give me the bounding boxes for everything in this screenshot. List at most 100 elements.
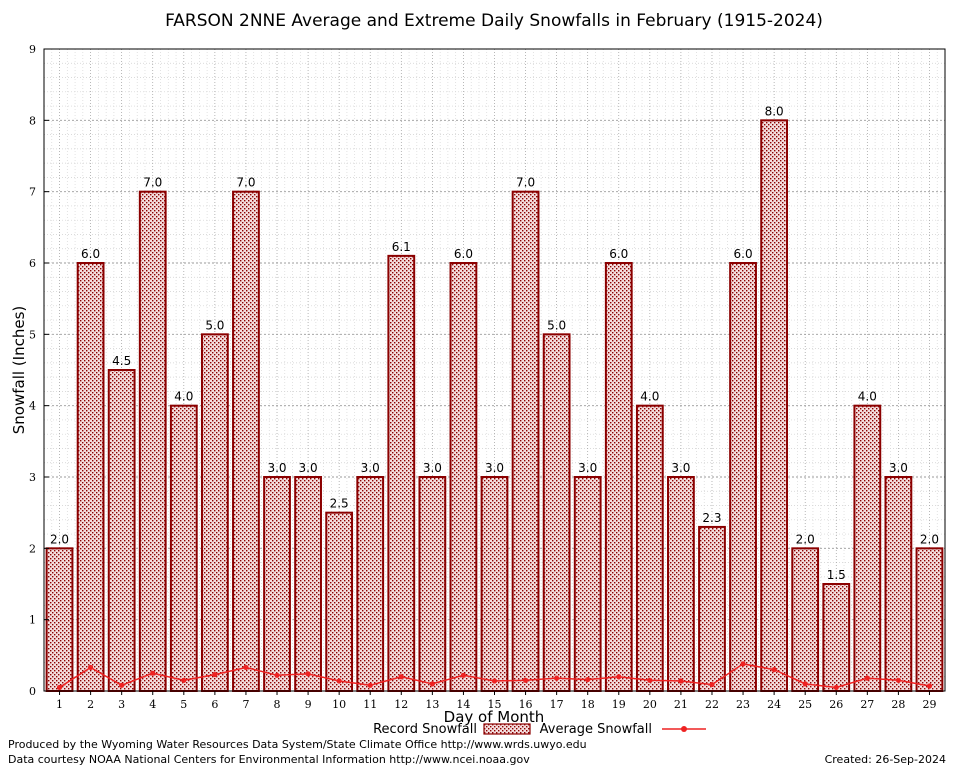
- y-tick-label: 1: [29, 614, 36, 627]
- bar-value-label: 2.5: [330, 497, 349, 511]
- record-bars: [45, 119, 944, 693]
- x-tick-label: 17: [550, 698, 564, 711]
- bar-value-label: 3.0: [423, 461, 442, 475]
- bar-value-label: 6.0: [454, 247, 473, 261]
- average-point: [522, 677, 529, 683]
- bar-value-label: 5.0: [205, 318, 224, 332]
- x-tick-label: 18: [581, 698, 595, 711]
- bar-value-label: 3.0: [889, 461, 908, 475]
- x-tick-label: 16: [519, 698, 533, 711]
- bar-value-label: 7.0: [143, 176, 162, 190]
- average-point: [771, 667, 777, 673]
- record-bar: [169, 404, 198, 692]
- y-tick-label: 7: [29, 186, 36, 199]
- x-tick-label: 28: [891, 698, 905, 711]
- x-tick-label: 29: [922, 698, 936, 711]
- legend-record-swatch: [483, 723, 531, 735]
- average-point: [56, 684, 63, 691]
- record-bar: [480, 476, 509, 692]
- bar-value-label: 2.3: [702, 511, 721, 525]
- bar-value-label: 7.0: [516, 176, 535, 190]
- x-tick-label: 5: [180, 698, 187, 711]
- average-point: [429, 681, 435, 687]
- x-tick-label: 9: [305, 698, 312, 711]
- bar-value-label: 4.5: [112, 354, 131, 368]
- record-bar: [791, 547, 820, 692]
- average-point: [585, 676, 591, 683]
- record-bar: [294, 476, 322, 692]
- average-point: [616, 674, 622, 680]
- record-bar: [915, 547, 944, 692]
- bar-value-label: 5.0: [547, 318, 566, 332]
- bar-value-label: 3.0: [361, 461, 380, 475]
- average-point: [802, 681, 808, 687]
- y-tick-label: 6: [29, 257, 36, 270]
- average-point: [212, 671, 218, 678]
- bar-value-label: 3.0: [671, 461, 690, 475]
- bar-value-label: 3.0: [578, 461, 597, 475]
- record-bar: [45, 547, 74, 692]
- bar-value-label: 4.0: [174, 390, 193, 404]
- average-point: [709, 681, 715, 688]
- x-tick-label: 26: [829, 698, 843, 711]
- bar-value-label: 1.5: [827, 568, 846, 582]
- x-tick-label: 23: [736, 698, 750, 711]
- average-point: [336, 678, 342, 684]
- average-point: [895, 677, 901, 683]
- created-text: Created: 26-Sep-2024: [824, 753, 946, 766]
- bar-value-label: 6.0: [609, 247, 628, 261]
- x-tick-label: 3: [118, 698, 125, 711]
- average-point: [243, 664, 249, 671]
- average-point: [181, 677, 187, 683]
- average-point: [119, 682, 125, 688]
- record-bar: [449, 262, 478, 692]
- bar-value-label: 8.0: [765, 104, 784, 118]
- average-point: [150, 670, 156, 676]
- x-tick-label: 27: [860, 698, 874, 711]
- bar-value-label: 2.0: [50, 532, 69, 546]
- record-bar: [635, 404, 664, 692]
- record-bar: [232, 190, 260, 693]
- bar-value-label: 6.0: [81, 247, 100, 261]
- x-tick-label: 1: [56, 698, 63, 711]
- x-tick-label: 8: [274, 698, 281, 711]
- bar-value-label: 4.0: [858, 390, 877, 404]
- average-point: [491, 678, 498, 684]
- record-bar: [573, 476, 602, 692]
- bar-value-label: 4.0: [640, 390, 659, 404]
- y-tick-label: 0: [29, 685, 36, 698]
- bar-value-label: 2.0: [920, 532, 939, 546]
- record-bar: [418, 476, 447, 692]
- average-point: [88, 664, 94, 671]
- average-point: [678, 678, 684, 684]
- average-point: [367, 682, 373, 688]
- x-tick-label: 22: [705, 698, 719, 711]
- record-bar: [325, 511, 354, 693]
- bar-value-label: 7.0: [236, 176, 255, 190]
- x-tick-label: 19: [612, 698, 626, 711]
- x-tick-label: 7: [242, 698, 249, 711]
- average-point: [398, 674, 404, 680]
- record-bar: [387, 254, 416, 692]
- x-axis-label: Day of Month: [444, 708, 545, 726]
- y-tick-label: 5: [29, 328, 36, 341]
- bar-value-label: 3.0: [267, 461, 286, 475]
- x-tick-label: 2: [87, 698, 94, 711]
- record-bar: [729, 262, 757, 692]
- legend: Record Snowfall Average Snowfall: [373, 722, 706, 737]
- record-bar: [822, 583, 851, 692]
- record-bar: [107, 369, 136, 692]
- x-tick-label: 24: [767, 698, 781, 711]
- average-point: [740, 661, 746, 667]
- bar-value-label: 2.0: [796, 532, 815, 546]
- record-bar: [853, 404, 882, 692]
- record-bar: [760, 119, 789, 693]
- record-bar: [667, 476, 695, 692]
- x-tick-label: 21: [674, 698, 688, 711]
- x-tick-label: 6: [211, 698, 218, 711]
- record-bar: [138, 190, 167, 693]
- record-bar: [200, 333, 229, 692]
- average-point: [305, 671, 311, 677]
- y-tick-label: 9: [29, 43, 36, 56]
